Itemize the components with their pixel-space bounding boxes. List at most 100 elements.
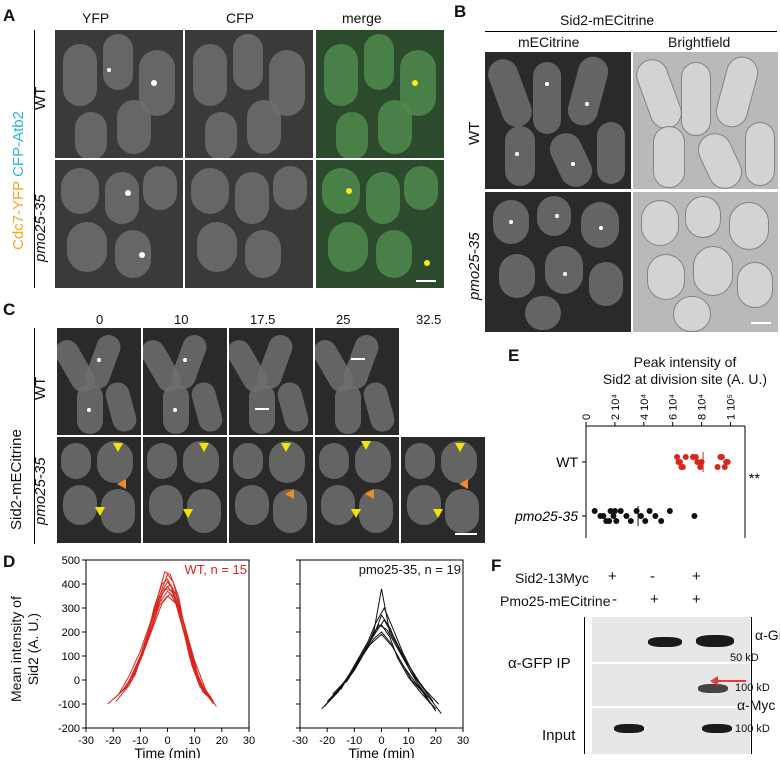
data-point [613,518,620,524]
data-point [698,459,705,465]
panel-c-pmo-frame-17-5 [229,437,313,543]
data-point [721,464,728,470]
panel-a-side-label: Cdc7-YFP CFP-Atb2 [10,111,27,250]
panel-f-input-label: Input [542,727,576,744]
panel-a-wt-yfp-image [55,30,183,158]
x-tick-label: 30 [243,735,255,747]
panel-f-red-arrowhead-icon [710,676,718,686]
significance-label: ** [749,470,760,486]
panel-a-pmo-cfp-image [185,160,313,288]
data-point [724,459,731,465]
panel-c-wt-frame-25 [315,328,399,435]
y-tick-label: 400 [62,579,80,591]
x-tick-label: -20 [319,735,335,747]
x-tick-label: 1 10⁵ [726,394,738,420]
series-line-0 [123,578,209,695]
panel-b-col-mecitrine: mECitrine [518,34,580,50]
panel-f-blot-ip-myc [592,664,750,706]
panel-f-ip-label: α-GFP IP [508,655,571,672]
panel-b-header-rule [485,31,777,32]
panel-f-blot-ip-gfp [592,617,750,662]
panel-b-label: B [454,2,467,21]
x-axis-label: Time (min) [348,745,414,758]
y-tick-label: 300 [62,603,80,615]
data-point [675,459,682,465]
panel-f-lane2-sid2: - [650,568,655,585]
x-tick-label: 0 [581,414,593,420]
panel-c-pmo-frame-0 [57,437,141,543]
panel-f-right-myc: α-Myc [737,697,776,713]
y-tick-label: -100 [58,699,80,711]
panel-a-side-label-cdc7: Cdc7-YFP [10,181,27,250]
series-line-5 [112,595,215,705]
data-point [606,518,613,524]
panel-c-side-divider [34,328,35,544]
panel-a-row-pmo: pmo25-35 [32,194,49,262]
panel-a-side-divider [34,30,35,288]
panel-c-row-pmo: pmo25-35 [32,457,49,525]
data-point [714,464,721,470]
panel-c-pmo-frame-25 [315,437,399,543]
y-tick-label: 200 [62,627,80,639]
panel-a-col-merge: merge [342,10,382,26]
panel-a-row-wt: WT [32,86,49,110]
data-point [610,513,617,519]
row-label-1: pmo25-35 [514,508,578,524]
panel-c-row-wt: WT [32,376,49,400]
panel-f-lane1-pmo25: - [612,591,617,608]
panel-a-pmo-merge-image [316,160,444,288]
data-point [652,513,659,519]
data-point [617,508,624,514]
data-point [633,508,640,514]
series-line-7 [324,631,437,712]
panel-f-row-sid2: Sid2-13Myc [515,570,589,586]
panel-d-wt-plot: -30 -20 -10 0 10 20 30-200-1000100200300400500… [58,555,255,758]
panel-e-title: Peak intensity of Sid2 at division site … [585,354,780,388]
panel-c-time-10: 10 [174,312,189,327]
data-point [646,508,653,514]
x-tick-label: 10 [189,735,201,747]
panel-a-scale-bar [416,280,436,282]
panel-f-row-pmo25: Pmo25-mECitrine [500,593,611,609]
x-tick-label: 0 [378,735,384,747]
series-line-4 [131,585,206,695]
data-point [666,508,673,514]
panel-d-ylabel: Mean intensity of Sid2 (A. U.) [8,596,42,702]
panel-a-pmo-yfp-image [55,160,183,288]
panel-f-lane3-pmo25: + [692,591,701,608]
panel-f-lane2-pmo25: + [650,591,659,608]
panel-c-pmo-frame-10 [143,437,227,543]
x-tick-label: -10 [346,735,362,747]
data-point [623,513,630,519]
panel-c-wt-frame-10 [143,328,227,435]
x-tick-label: 0 [164,735,170,747]
series-line-1 [107,580,215,705]
series-line-3 [321,633,442,714]
plot-frame [299,559,464,729]
data-point [682,454,689,460]
panel-f-right-100kd-a: 100 kD [735,682,770,694]
panel-b-col-brightfield: Brightfield [668,34,731,50]
panel-d-ylabel-line2: Sid2 (A. U.) [25,612,41,686]
panel-d-pmo-plot: -30 -20 -10 0 10 20 30 pmo25-35, n = 19 Time (mi… [292,559,469,758]
data-point [697,464,704,470]
panel-c-label: C [3,300,16,319]
panel-b-wt-mecitrine-image [485,52,631,189]
panel-b-pmo-brightfield-image [633,192,778,332]
legend-label: WT, n = 15 [185,562,248,577]
panel-e-scatter: 0 2 10⁴ 4 10⁴ 6 10⁴ 8 10⁴ 1 10⁵ WT pmo25-35 ** [514,394,760,538]
data-point [658,518,665,524]
panel-a-col-yfp: YFP [82,10,110,26]
panel-f-right-50kd: 50 kD [730,652,759,664]
panel-f-right-bracket [751,617,752,754]
panel-a-col-cfp: CFP [226,10,254,26]
y-tick-label: -200 [58,723,80,735]
x-tick-label: -20 [105,735,121,747]
x-tick-label: 4 10⁴ [639,394,651,420]
x-axis-label: Time (min) [134,745,200,758]
y-tick-label: 100 [62,651,80,663]
data-point [678,464,685,470]
x-tick-label: 20 [216,735,228,747]
x-tick-label: 2 10⁴ [610,394,622,420]
x-tick-label: -10 [132,735,148,747]
